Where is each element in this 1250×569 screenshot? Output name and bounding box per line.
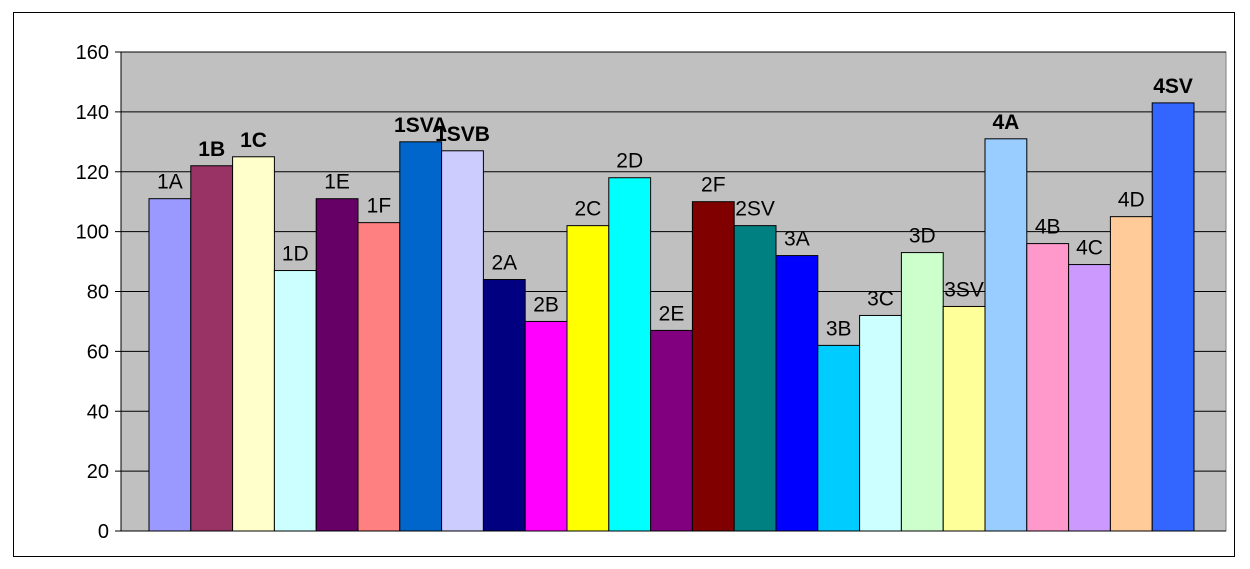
data-label: 4B bbox=[1035, 216, 1061, 239]
data-label: 1A bbox=[157, 171, 183, 194]
data-label: 1E bbox=[324, 171, 350, 194]
data-label: 1SVB bbox=[435, 123, 490, 146]
bar-2c bbox=[566, 225, 610, 532]
bar-3a bbox=[775, 255, 819, 532]
y-tick-label: 80 bbox=[87, 282, 109, 304]
y-tick-label: 100 bbox=[76, 222, 109, 244]
data-label: 2SV bbox=[735, 198, 775, 221]
bar-3b bbox=[817, 344, 861, 532]
data-label: 3A bbox=[784, 228, 810, 251]
data-label: 2A bbox=[491, 252, 517, 275]
bar-1e bbox=[315, 198, 359, 532]
bar-2b bbox=[524, 320, 568, 532]
bar-2d bbox=[608, 177, 652, 532]
data-label: 1C bbox=[240, 129, 267, 152]
bar-1f bbox=[357, 222, 401, 532]
chart-frame: 0 20 40 60 80 100 120 140 160 1A 1B 1C 1D 1E 1F 1SVA 1S… bbox=[13, 12, 1235, 557]
data-label: 4A bbox=[992, 111, 1019, 134]
bar-3c bbox=[859, 314, 902, 532]
data-label: 2B bbox=[533, 293, 559, 316]
y-tick-label: 160 bbox=[76, 42, 109, 64]
data-label: 4D bbox=[1118, 189, 1145, 212]
bar-1c bbox=[232, 156, 275, 532]
data-label: 2E bbox=[659, 302, 685, 325]
data-label: 4C bbox=[1076, 237, 1103, 260]
y-tick-label: 60 bbox=[87, 341, 109, 363]
data-label: 3D bbox=[909, 225, 936, 248]
data-label: 3C bbox=[867, 287, 894, 310]
bar-3d bbox=[900, 252, 944, 532]
bar-4a bbox=[984, 138, 1028, 532]
bar-chart: 0 20 40 60 80 100 120 140 160 1A 1B 1C 1D 1E 1F 1SVA1S… bbox=[76, 42, 1227, 543]
bar-1sva bbox=[399, 141, 443, 532]
data-label: 2C bbox=[574, 198, 601, 221]
y-tick-label: 140 bbox=[76, 102, 109, 124]
y-tick-label: 0 bbox=[98, 521, 109, 543]
bar-1svb bbox=[441, 150, 484, 532]
data-label: 3SV bbox=[944, 278, 984, 301]
data-label: 2F bbox=[701, 174, 726, 197]
y-tick-label: 20 bbox=[87, 461, 109, 483]
data-label: 3B bbox=[826, 317, 852, 340]
bar-4sv bbox=[1151, 102, 1195, 532]
bar-3sv bbox=[942, 305, 986, 532]
data-label: 1B bbox=[198, 138, 225, 161]
bar-1a bbox=[148, 198, 192, 532]
bar-2sv bbox=[733, 225, 777, 532]
y-tick-label: 120 bbox=[76, 162, 109, 184]
bar-1d bbox=[273, 270, 317, 532]
bar-1b bbox=[190, 165, 234, 532]
bar-2f bbox=[691, 201, 735, 532]
bar-4c bbox=[1068, 264, 1111, 532]
data-label: 1D bbox=[282, 243, 309, 266]
bar-4d bbox=[1109, 216, 1153, 532]
bar-4b bbox=[1026, 243, 1070, 532]
bar-2e bbox=[650, 329, 693, 532]
data-label: 1SVA bbox=[394, 114, 447, 137]
data-label: 1F bbox=[367, 195, 392, 218]
y-tick-label: 40 bbox=[87, 401, 109, 423]
data-label: 2D bbox=[616, 150, 643, 173]
bar-2a bbox=[482, 279, 526, 532]
data-label: 4SV bbox=[1153, 75, 1193, 98]
